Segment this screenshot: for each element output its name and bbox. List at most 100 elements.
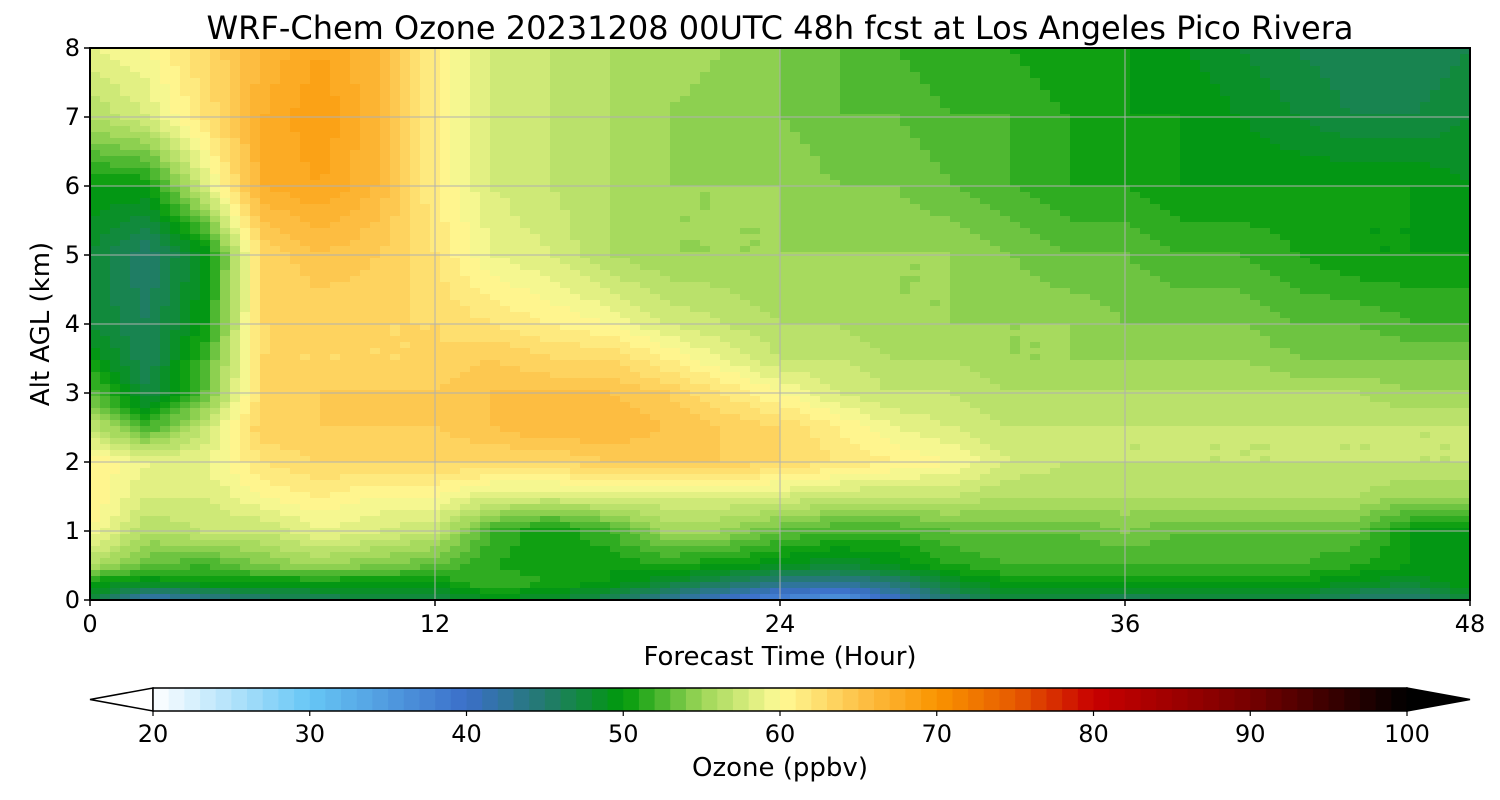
- heatmap-cell: [390, 120, 401, 127]
- heatmap-cell: [900, 120, 911, 127]
- heatmap-cell: [100, 222, 111, 229]
- heatmap-cell: [1180, 48, 1191, 55]
- heatmap-cell: [900, 198, 911, 205]
- heatmap-cell: [1090, 108, 1101, 115]
- heatmap-cell: [630, 246, 641, 253]
- heatmap-cell: [950, 234, 961, 241]
- heatmap-cell: [1320, 48, 1331, 55]
- heatmap-cell: [1190, 48, 1201, 55]
- heatmap-cell: [670, 60, 681, 67]
- heatmap-cell: [800, 168, 811, 175]
- heatmap-cell: [650, 234, 661, 241]
- heatmap-cell: [300, 120, 311, 127]
- heatmap-cell: [230, 180, 241, 187]
- heatmap-cell: [360, 198, 371, 205]
- heatmap-cell: [540, 150, 551, 157]
- heatmap-cell: [400, 120, 411, 127]
- heatmap-cell: [930, 162, 941, 169]
- heatmap-cell: [540, 186, 551, 193]
- heatmap-cell: [510, 210, 521, 217]
- heatmap-cell: [960, 198, 971, 205]
- heatmap-cell: [540, 162, 551, 169]
- heatmap-cell: [730, 228, 741, 235]
- heatmap-cell: [980, 210, 991, 217]
- heatmap-cell: [1210, 66, 1221, 73]
- heatmap-cell: [190, 150, 201, 157]
- heatmap-cell: [1260, 48, 1271, 55]
- heatmap-cell: [930, 168, 941, 175]
- heatmap-cell: [490, 54, 501, 61]
- heatmap-cell: [1090, 72, 1101, 79]
- heatmap-cell: [320, 150, 331, 157]
- heatmap-cell: [700, 66, 711, 73]
- heatmap-cell: [1030, 120, 1041, 127]
- heatmap-cell: [1190, 258, 1201, 265]
- heatmap-cell: [1040, 54, 1051, 61]
- heatmap-cell: [750, 66, 761, 73]
- heatmap-cell: [1150, 168, 1161, 175]
- heatmap-cell: [1290, 246, 1301, 253]
- heatmap-cell: [810, 216, 821, 223]
- heatmap-cell: [360, 84, 371, 91]
- heatmap-cell: [770, 246, 781, 253]
- heatmap-cell: [400, 144, 411, 151]
- heatmap-cell: [670, 180, 681, 187]
- heatmap-cell: [460, 186, 471, 193]
- heatmap-cell: [290, 210, 301, 217]
- heatmap-cell: [1010, 66, 1021, 73]
- heatmap-cell: [890, 120, 901, 127]
- heatmap-cell: [520, 174, 531, 181]
- heatmap-cell: [90, 78, 101, 85]
- heatmap-cell: [140, 234, 151, 241]
- heatmap-cell: [1180, 54, 1191, 61]
- heatmap-cell: [1300, 60, 1311, 67]
- heatmap-cell: [1190, 174, 1201, 181]
- heatmap-cell: [1370, 84, 1381, 91]
- heatmap-cell: [810, 240, 821, 247]
- heatmap-cell: [380, 54, 391, 61]
- heatmap-cell: [190, 66, 201, 73]
- heatmap-cell: [800, 48, 811, 55]
- heatmap-cell: [980, 108, 991, 115]
- heatmap-cell: [970, 48, 981, 55]
- heatmap-cell: [500, 60, 511, 67]
- heatmap-cell: [660, 102, 671, 109]
- heatmap-cell: [610, 216, 621, 223]
- heatmap-cell: [1270, 126, 1281, 133]
- heatmap-cell: [1270, 204, 1281, 211]
- heatmap-cell: [870, 162, 881, 169]
- heatmap-cell: [800, 144, 811, 151]
- heatmap-cell: [120, 186, 131, 193]
- heatmap-cell: [930, 108, 941, 115]
- heatmap-cell: [1380, 186, 1391, 193]
- heatmap-cell: [850, 192, 861, 199]
- heatmap-cell: [1220, 120, 1231, 127]
- heatmap-cell: [1000, 234, 1011, 241]
- heatmap-cell: [980, 234, 991, 241]
- heatmap-cell: [960, 84, 971, 91]
- heatmap-cell: [200, 48, 211, 55]
- heatmap-cell: [630, 84, 641, 91]
- heatmap-cell: [1100, 210, 1111, 217]
- heatmap-cell: [1110, 174, 1121, 181]
- heatmap-cell: [1060, 150, 1071, 157]
- heatmap-cell: [670, 228, 681, 235]
- heatmap-cell: [120, 90, 131, 97]
- heatmap-cell: [290, 162, 301, 169]
- heatmap-cell: [380, 126, 391, 133]
- heatmap-cell: [1040, 84, 1051, 91]
- heatmap-cell: [760, 246, 771, 253]
- heatmap-cell: [980, 60, 991, 67]
- heatmap-cell: [720, 78, 731, 85]
- heatmap-cell: [660, 138, 671, 145]
- heatmap-cell: [360, 66, 371, 73]
- heatmap-cell: [700, 228, 711, 235]
- heatmap-cell: [850, 90, 861, 97]
- heatmap-cell: [1220, 174, 1231, 181]
- heatmap-cell: [1080, 78, 1091, 85]
- heatmap-cell: [720, 66, 731, 73]
- heatmap-cell: [640, 72, 651, 79]
- heatmap-cell: [420, 132, 431, 139]
- heatmap-cell: [1360, 180, 1371, 187]
- heatmap-cell: [280, 162, 291, 169]
